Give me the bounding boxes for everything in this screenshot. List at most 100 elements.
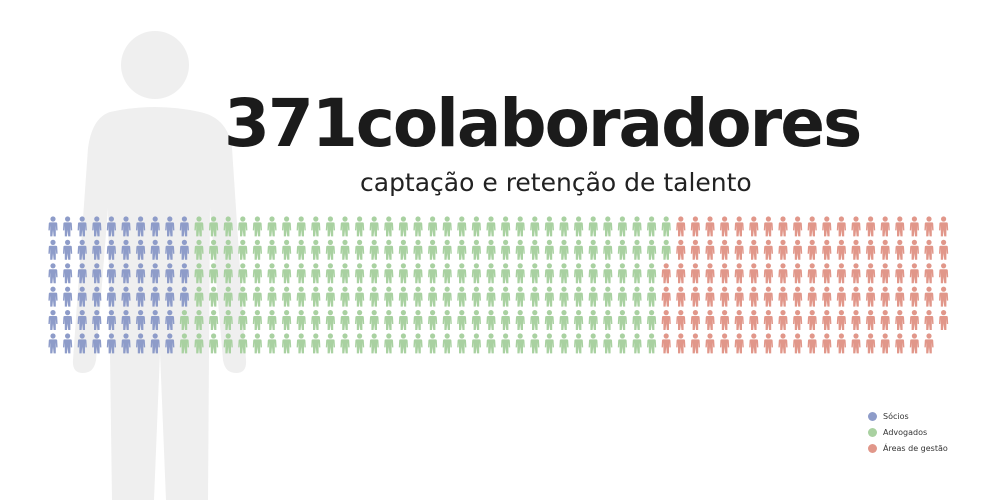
legend-label-areas-de-gestao: Áreas de gestão <box>883 443 948 453</box>
person-icon-advogados <box>457 216 467 237</box>
person-icon-socios <box>63 333 73 354</box>
person-icon-advogados <box>194 310 204 330</box>
person-icon-advogados <box>413 239 423 260</box>
person-icon-areas-de-gestao <box>807 239 817 260</box>
person-icon-areas-de-gestao <box>661 286 671 307</box>
person-icon-areas-de-gestao <box>924 286 934 307</box>
person-icon-advogados <box>486 216 496 237</box>
person-icon-advogados <box>442 216 452 237</box>
person-icon-advogados <box>355 216 365 237</box>
person-icon-advogados <box>617 333 627 354</box>
person-icon-advogados <box>340 263 350 284</box>
person-icon-advogados <box>267 263 277 284</box>
person-icon-advogados <box>325 286 335 307</box>
person-icon-advogados <box>632 310 642 330</box>
person-icon-advogados <box>238 239 248 260</box>
person-icon-advogados <box>647 263 657 284</box>
person-icon-areas-de-gestao <box>676 286 686 307</box>
person-icon-advogados <box>559 263 569 284</box>
person-icon-advogados <box>296 263 306 284</box>
person-icon-socios <box>121 216 131 237</box>
person-icon-areas-de-gestao <box>880 333 890 354</box>
person-icon-areas-de-gestao <box>676 333 686 354</box>
person-icon-advogados <box>617 239 627 260</box>
person-icon-socios <box>150 333 160 354</box>
person-icon-socios <box>165 239 175 260</box>
person-icon-areas-de-gestao <box>939 239 949 260</box>
person-icon-socios <box>63 239 73 260</box>
person-icon-areas-de-gestao <box>895 333 905 354</box>
person-icon-areas-de-gestao <box>851 333 861 354</box>
person-icon-areas-de-gestao <box>793 239 803 260</box>
person-icon-advogados <box>442 286 452 307</box>
person-icon-areas-de-gestao <box>836 216 846 237</box>
person-icon-advogados <box>355 286 365 307</box>
person-icon-areas-de-gestao <box>909 263 919 284</box>
person-icon-socios <box>136 239 146 260</box>
person-icon-socios <box>92 333 102 354</box>
person-icon-advogados <box>355 263 365 284</box>
person-icon-advogados <box>530 216 540 237</box>
person-icon-socios <box>77 333 87 354</box>
person-icon-areas-de-gestao <box>690 310 700 330</box>
legend: Sócios Advogados Áreas de gestão <box>868 408 988 456</box>
person-icon-socios <box>92 286 102 307</box>
person-icon-advogados <box>209 310 219 330</box>
person-icon-advogados <box>413 216 423 237</box>
person-icon-areas-de-gestao <box>851 263 861 284</box>
person-icon-areas-de-gestao <box>690 286 700 307</box>
person-icon-advogados <box>442 239 452 260</box>
person-icon-socios <box>121 239 131 260</box>
person-icon-advogados <box>617 263 627 284</box>
person-icon-advogados <box>194 286 204 307</box>
person-icon-areas-de-gestao <box>763 310 773 330</box>
person-icon-areas-de-gestao <box>924 216 934 237</box>
person-icon-advogados <box>267 333 277 354</box>
person-icon-advogados <box>632 286 642 307</box>
person-icon-areas-de-gestao <box>822 263 832 284</box>
person-icon-areas-de-gestao <box>734 216 744 237</box>
person-icon-areas-de-gestao <box>807 310 817 330</box>
person-icon-areas-de-gestao <box>939 310 949 330</box>
person-icon-advogados <box>311 263 321 284</box>
person-icon-socios <box>150 263 160 284</box>
person-icon-areas-de-gestao <box>866 216 876 237</box>
person-icon-areas-de-gestao <box>676 310 686 330</box>
person-icon-advogados <box>603 310 613 330</box>
legend-swatch-socios <box>868 411 877 421</box>
person-icon-socios <box>136 333 146 354</box>
person-icon-advogados <box>588 263 598 284</box>
person-icon-advogados <box>515 263 525 284</box>
person-icon-advogados <box>442 310 452 330</box>
person-icon-advogados <box>530 263 540 284</box>
person-icon-advogados <box>471 216 481 237</box>
person-icon-advogados <box>501 239 511 260</box>
person-icon-advogados <box>252 216 262 237</box>
person-icon-advogados <box>428 263 438 284</box>
person-icon-socios <box>179 216 189 237</box>
person-icon-areas-de-gestao <box>807 216 817 237</box>
person-icon-areas-de-gestao <box>880 216 890 237</box>
person-icon-areas-de-gestao <box>661 310 671 330</box>
person-icon-socios <box>48 263 58 284</box>
person-icon-advogados <box>179 333 189 354</box>
person-icon-advogados <box>311 239 321 260</box>
person-icon-socios <box>77 286 87 307</box>
person-icon-advogados <box>384 263 394 284</box>
person-icon-areas-de-gestao <box>690 239 700 260</box>
person-icon-advogados <box>428 310 438 330</box>
person-icon-advogados <box>325 216 335 237</box>
person-icon-advogados <box>574 263 584 284</box>
person-icon-advogados <box>486 310 496 330</box>
person-icon-areas-de-gestao <box>939 286 949 307</box>
person-icon-advogados <box>398 310 408 330</box>
person-icon-socios <box>48 239 58 260</box>
person-icon-socios <box>136 310 146 330</box>
person-icon-socios <box>165 263 175 284</box>
person-icon-advogados <box>223 239 233 260</box>
person-icon-advogados <box>457 286 467 307</box>
person-icon-advogados <box>238 263 248 284</box>
person-icon-advogados <box>544 333 554 354</box>
person-icon-advogados <box>252 239 262 260</box>
person-icon-areas-de-gestao <box>880 239 890 260</box>
